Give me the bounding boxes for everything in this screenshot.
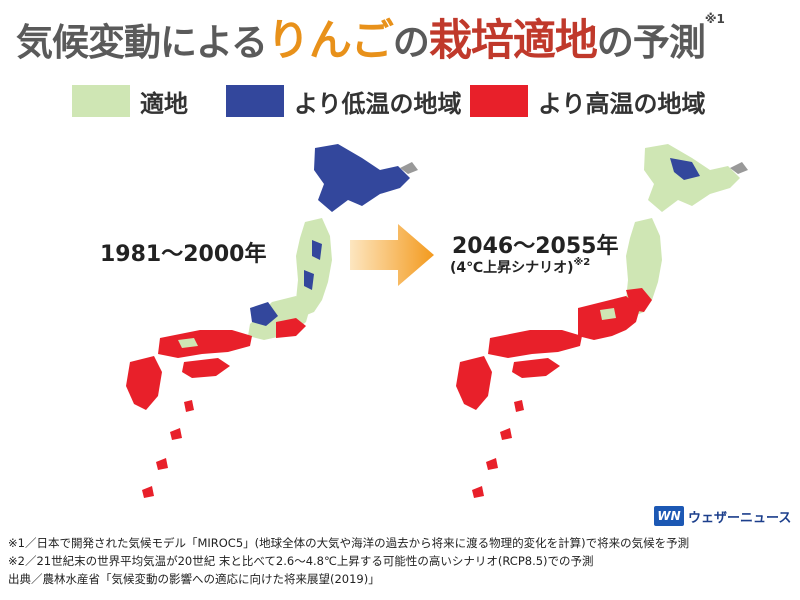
- title-part-5: の予測: [596, 21, 706, 64]
- southern-island-1: [514, 400, 524, 412]
- western-honshu-warm: [158, 330, 252, 358]
- legend-swatch-colder: [226, 85, 284, 117]
- legend-label-colder: より低温の地域: [294, 89, 462, 118]
- southern-island-1: [184, 400, 194, 412]
- kyushu-warm: [456, 356, 492, 410]
- hokkaido-cold-spot: [670, 158, 700, 180]
- legend-item-colder: より低温の地域: [226, 84, 462, 118]
- tohoku-region: [296, 218, 332, 316]
- legend-swatch-warmer: [470, 85, 528, 117]
- footnotes: ※1／日本で開発された気候モデル「MIROC5」(地球全体の大気や海洋の過去から…: [8, 534, 792, 588]
- tohoku-cold-spot-2: [304, 270, 314, 290]
- southern-island-3: [156, 458, 168, 470]
- southern-island-2: [170, 428, 182, 440]
- kuril-islands: [400, 162, 418, 174]
- infographic-title: 気候変動によるりんごの栽培適地の予測※1: [16, 6, 786, 70]
- title-part-1: 気候変動による: [16, 21, 268, 64]
- kuril-islands: [730, 162, 748, 174]
- transition-arrow: [350, 224, 434, 286]
- scenario-text: (4℃上昇シナリオ): [450, 260, 574, 276]
- footnote-source: 出典／農林水産省「気候変動の影響への適応に向けた将来展望(2019)」: [8, 572, 380, 586]
- shikoku-warm: [512, 358, 560, 378]
- legend-label-warmer: より高温の地域: [538, 89, 706, 118]
- kanto-warm-area: [276, 318, 306, 338]
- tohoku-cold-spot: [312, 240, 322, 260]
- legend-label-suitable: 適地: [140, 89, 188, 118]
- period-label-before: 1981〜2000年: [100, 242, 267, 267]
- scenario-label: (4℃上昇シナリオ)※2: [450, 257, 590, 277]
- southern-island-3: [486, 458, 498, 470]
- western-honshu-warm: [488, 330, 582, 358]
- southern-island-2: [500, 428, 512, 440]
- legend-swatch-suitable: [72, 85, 130, 117]
- western-honshu-suitable-patch: [178, 338, 198, 348]
- footnote-2: ※2／21世紀末の世界平均気温が20世紀 末と比べて2.6〜4.8℃上昇する可能…: [8, 554, 594, 568]
- southern-island-4: [142, 486, 154, 498]
- legend-item-suitable: 適地: [72, 84, 188, 118]
- footnote-1: ※1／日本で開発された気候モデル「MIROC5」(地球全体の大気や海洋の過去から…: [8, 536, 690, 550]
- title-part-apple: りんご: [266, 16, 394, 66]
- arrow-shape: [350, 224, 434, 286]
- map-1981-2000: [126, 144, 418, 498]
- title-part-suitable-land: 栽培適地: [428, 16, 598, 66]
- map-2046-2055: [456, 144, 748, 498]
- weathernews-logo: WN ウェザーニュース: [654, 505, 791, 527]
- shikoku-warm: [182, 358, 230, 378]
- southern-island-4: [472, 486, 484, 498]
- chubu-cold-spot: [250, 302, 278, 326]
- hokkaido-region: [314, 144, 410, 212]
- logo-text: ウェザーニュース: [688, 510, 792, 526]
- title-note-mark: ※1: [704, 12, 725, 26]
- logo-mark: WN: [654, 506, 684, 526]
- legend: 適地 より低温の地域 より高温の地域: [0, 84, 800, 118]
- scenario-note-mark: ※2: [573, 257, 591, 268]
- chubu-suitable-patch: [600, 308, 616, 320]
- legend-item-warmer: より高温の地域: [470, 84, 706, 118]
- kyushu-warm: [126, 356, 162, 410]
- title-part-3: の: [392, 21, 430, 64]
- period-label-after: 2046〜2055年: [452, 234, 619, 259]
